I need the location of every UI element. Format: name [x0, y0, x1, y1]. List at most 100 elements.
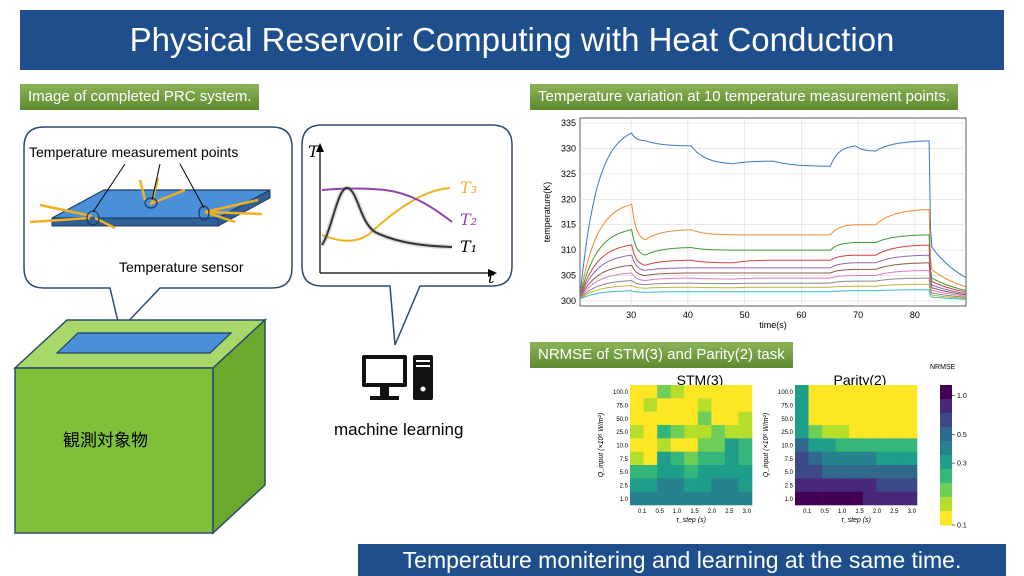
heatmap-cell [630, 491, 644, 506]
heatmap-cell [711, 438, 726, 452]
heatmap-cell [643, 438, 658, 452]
heatmap-cell [657, 398, 671, 412]
heatmap-y-tick: 7.5 [785, 457, 794, 463]
x-tick-label: 30 [626, 310, 636, 320]
heatmap-y-tick: 10.0 [616, 444, 628, 450]
heatmap-cell [889, 491, 904, 506]
heatmap-cell [711, 425, 726, 439]
time-axis-label: t [488, 268, 495, 287]
sensor-label: Temperature sensor [119, 259, 244, 275]
heatmap-cell [711, 451, 726, 466]
box-front [14, 367, 214, 534]
temperature-series-line [579, 254, 967, 299]
y-tick-label: 315 [561, 220, 576, 230]
pointer-arrows [92, 163, 205, 213]
x-tick-label: 50 [740, 310, 750, 320]
heatmap-cell [876, 478, 891, 492]
heatmap-cell [684, 411, 699, 426]
colorbar-segment [940, 427, 952, 442]
heatmap-cell [903, 438, 918, 452]
computer-icon [362, 355, 433, 400]
heatmap-cell [657, 465, 671, 479]
heatmap-cell [862, 385, 877, 399]
heatmap-cell [643, 425, 658, 439]
heatmap-cell [903, 465, 918, 479]
heatmap-y-tick: 1.0 [785, 497, 794, 503]
t-axis-label: T [308, 142, 319, 161]
t2-curve [321, 187, 453, 223]
heatmap-cell [876, 438, 891, 452]
heatmap-cell [903, 411, 918, 426]
heatmap-x-tick: 1.5 [690, 509, 699, 515]
heatmap-cell [835, 385, 850, 399]
heatmap-cell [862, 491, 877, 506]
heatmap-y-tick: 5.0 [620, 470, 629, 476]
temperature-series-line [579, 229, 967, 298]
heatmap-cell [643, 451, 658, 466]
heatmap-cell [724, 385, 739, 399]
heatmap-cell [643, 398, 658, 412]
box-side [212, 318, 266, 535]
heatmap-cell [738, 398, 753, 412]
temperature-series-line [579, 244, 967, 298]
heatmap-cell [876, 425, 891, 439]
heatmap-cell [711, 398, 726, 412]
heatmap-cell [643, 478, 658, 492]
heatmap-cell [876, 411, 891, 426]
heatmap-cell [643, 465, 658, 479]
heatmap-x-tick: 0.5 [820, 509, 829, 515]
heatmap-cell [724, 491, 739, 506]
heatmap-x-tick: 1.0 [673, 509, 682, 515]
heatmap-y-tick: 100.0 [613, 390, 629, 396]
heatmap-cell [795, 425, 809, 439]
heatmap-x-tick: 1.0 [838, 509, 847, 515]
heatmap-cell [862, 411, 877, 426]
heatmap-cell [711, 491, 726, 506]
heatmap-cell [835, 411, 850, 426]
heatmap-cell [795, 491, 809, 506]
heatmap-cell [822, 491, 836, 506]
temperature-series-line [579, 269, 967, 299]
heatmap-cell [630, 425, 644, 439]
heatmap-cell [670, 478, 685, 492]
heatmap-cell [889, 478, 904, 492]
heatmap-cell [862, 451, 877, 466]
heatmap-cell [684, 425, 699, 439]
colorbar-segment [940, 511, 952, 526]
heatmap-cell [795, 385, 809, 399]
heatmap-cell [795, 451, 809, 466]
heatmap-y-tick: 2.5 [785, 484, 794, 490]
heatmap-cell [670, 491, 685, 506]
y-tick-label: 325 [561, 169, 576, 179]
heatmap-cell [862, 465, 877, 479]
heatmap-cell [889, 451, 904, 466]
y-tick-label: 335 [561, 118, 576, 128]
bottom-banner: Temperature monitering and learning at t… [358, 544, 1006, 576]
heatmap-cell [808, 491, 823, 506]
heatmap-cell [889, 398, 904, 412]
heatmap-cell [835, 398, 850, 412]
heatmap-cell [738, 478, 753, 492]
heatmap-cell [835, 425, 850, 439]
heatmap-y-tick: 100.0 [778, 390, 794, 396]
temp-variation-label: Temperature variation at 10 temperature … [530, 84, 958, 110]
nrmse-label: NRMSE of STM(3) and Parity(2) task [530, 342, 793, 368]
heatmap-cell [862, 398, 877, 412]
heatmap-cell [630, 411, 644, 426]
heatmap-cell [822, 398, 836, 412]
heatmap-cell [684, 398, 699, 412]
heatmap-x-tick: 2.0 [873, 509, 882, 515]
t3-curve [321, 187, 451, 242]
heatmap-cell [822, 451, 836, 466]
heatmap-cell [697, 425, 712, 439]
heatmap-cell [670, 398, 685, 412]
heatmap-cell [822, 425, 836, 439]
colorbar-tick: 0.5 [957, 432, 967, 439]
heatmap-cell [657, 425, 671, 439]
heatmap-cell [876, 451, 891, 466]
heatmap-cell [670, 385, 685, 399]
heatmap-cell [903, 491, 918, 506]
temperature-series-line [579, 203, 967, 298]
heatmap-cell [903, 385, 918, 399]
y-tick-label: 300 [561, 296, 576, 306]
